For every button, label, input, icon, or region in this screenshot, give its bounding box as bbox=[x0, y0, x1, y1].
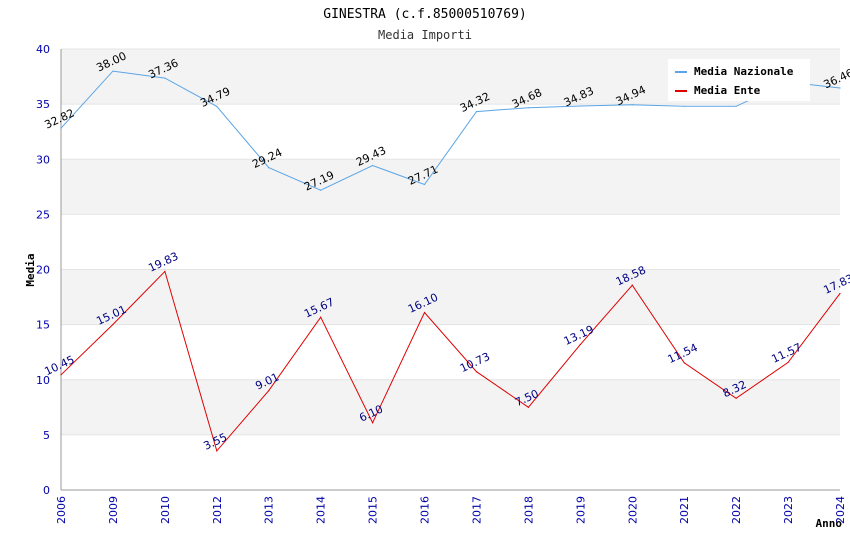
grid-band bbox=[61, 104, 840, 160]
x-tick-label: 2013 bbox=[263, 496, 276, 524]
x-axis-ticks: 2006 2009 2010 2012 2013 2014 2015 2016 2017 2018… bbox=[55, 496, 847, 524]
x-axis-label: Anno bbox=[816, 517, 843, 530]
x-tick-label: 2023 bbox=[782, 496, 795, 524]
legend-label-media-ente: Media Ente bbox=[694, 84, 761, 97]
chart-title: GINESTRA (c.f.85000510769) bbox=[323, 7, 527, 22]
y-tick-label: 10 bbox=[36, 374, 50, 387]
x-tick-label: 2014 bbox=[315, 496, 328, 524]
x-tick-label: 2009 bbox=[107, 496, 120, 524]
data-point bbox=[579, 343, 581, 346]
y-tick-label: 40 bbox=[36, 43, 50, 56]
data-point bbox=[320, 316, 322, 318]
data-point bbox=[112, 70, 114, 72]
data-point bbox=[112, 323, 114, 326]
data-point bbox=[475, 371, 478, 373]
data-point bbox=[839, 292, 841, 295]
chart-subtitle: Media Importi bbox=[378, 28, 472, 42]
x-tick-label: 2006 bbox=[55, 496, 68, 524]
y-axis-label: Media bbox=[24, 253, 37, 286]
y-tick-label: 35 bbox=[36, 98, 50, 111]
data-point bbox=[527, 107, 530, 109]
legend: Media Nazionale Media Ente bbox=[668, 59, 810, 101]
grid-band bbox=[61, 269, 840, 325]
data-point bbox=[423, 311, 426, 314]
data-point bbox=[839, 87, 841, 89]
grid-band bbox=[61, 214, 840, 270]
data-point bbox=[320, 189, 322, 191]
grid-band bbox=[61, 379, 840, 435]
x-tick-label: 2020 bbox=[626, 496, 639, 524]
grid-band bbox=[61, 434, 840, 490]
x-tick-label: 2010 bbox=[159, 496, 172, 524]
y-tick-label: 15 bbox=[36, 319, 50, 332]
data-point bbox=[164, 270, 166, 272]
grid-band bbox=[61, 159, 840, 215]
legend-box bbox=[668, 59, 810, 101]
x-tick-label: 2024 bbox=[834, 496, 847, 524]
y-tick-label: 5 bbox=[43, 429, 50, 442]
data-point bbox=[216, 105, 218, 108]
x-tick-label: 2017 bbox=[470, 496, 483, 524]
x-tick-label: 2022 bbox=[730, 496, 743, 524]
data-point bbox=[735, 397, 737, 399]
data-point bbox=[372, 422, 374, 424]
y-tick-label: 0 bbox=[43, 484, 50, 497]
data-point bbox=[579, 105, 581, 107]
data-point bbox=[216, 450, 218, 452]
data-point bbox=[787, 361, 789, 364]
x-tick-label: 2018 bbox=[522, 496, 535, 524]
data-point bbox=[631, 104, 633, 106]
x-tick-label: 2019 bbox=[574, 496, 587, 524]
x-tick-label: 2016 bbox=[419, 496, 432, 524]
x-tick-label: 2015 bbox=[367, 496, 380, 524]
data-point bbox=[60, 374, 62, 376]
data-point bbox=[60, 127, 62, 129]
data-point bbox=[423, 183, 426, 186]
data-point bbox=[631, 284, 633, 286]
data-point bbox=[164, 77, 166, 79]
data-point bbox=[268, 390, 270, 392]
data-point bbox=[268, 167, 270, 169]
data-point bbox=[683, 362, 685, 364]
y-tick-label: 20 bbox=[36, 264, 50, 277]
y-axis-ticks: 0 5 10 15 20 25 30 35 40 bbox=[36, 43, 50, 497]
grid-bands bbox=[61, 49, 840, 490]
data-point bbox=[527, 406, 530, 408]
series-line bbox=[60, 270, 841, 452]
y-tick-label: 25 bbox=[36, 208, 50, 221]
y-tick-label: 30 bbox=[36, 153, 50, 166]
legend-label-media-nazionale: Media Nazionale bbox=[694, 65, 794, 78]
series-line bbox=[60, 70, 841, 191]
grid-band bbox=[61, 324, 840, 380]
data-point bbox=[683, 105, 685, 107]
data-point bbox=[475, 111, 478, 113]
x-tick-label: 2012 bbox=[211, 496, 224, 524]
x-tick-label: 2021 bbox=[678, 496, 691, 524]
data-point bbox=[735, 105, 737, 107]
data-point bbox=[372, 164, 374, 167]
